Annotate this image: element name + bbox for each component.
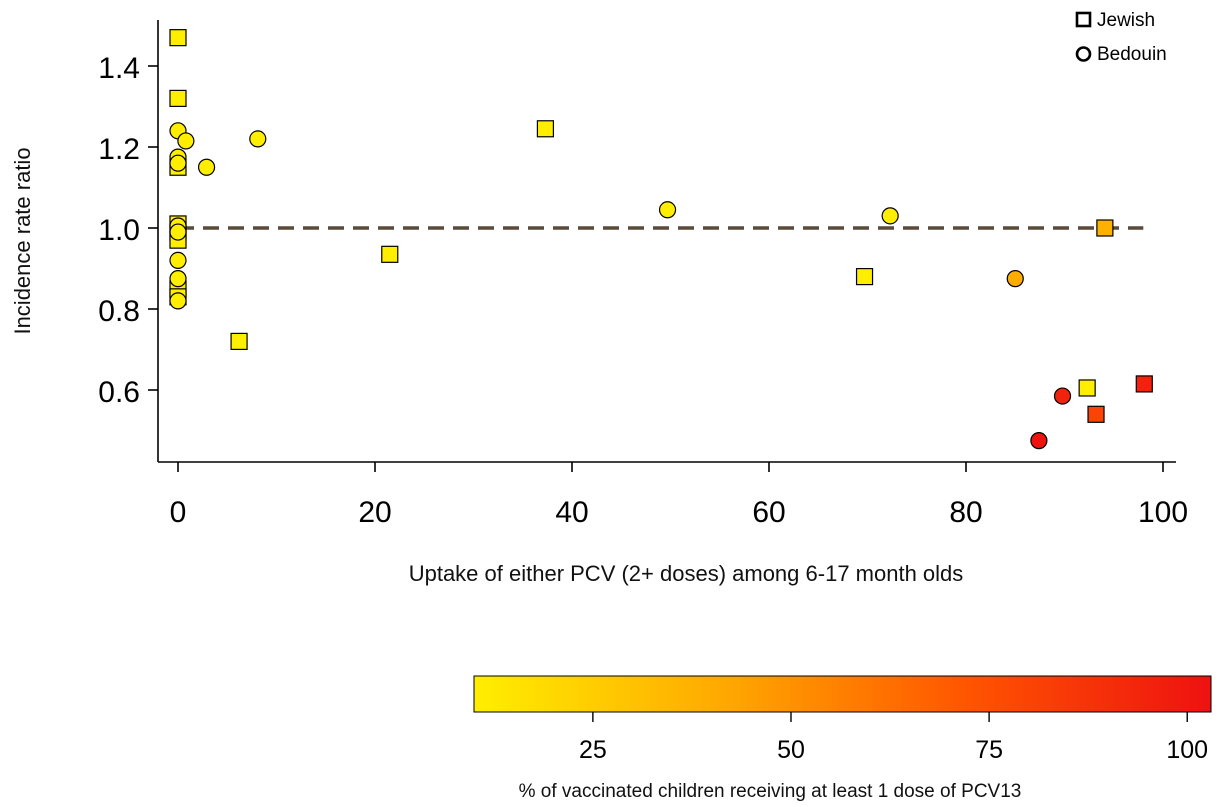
data-point-jewish [169,89,187,108]
data-point-jewish [381,245,399,263]
y-tick-label: 1.0 [98,214,140,247]
x-axis-title: Uptake of either PCV (2+ doses) among 6-… [409,561,964,586]
data-point-bedouin [249,130,267,148]
data-point-bedouin [169,223,187,241]
data-point-jewish [536,120,555,138]
colorbar-tick-label: 50 [777,736,805,764]
x-tick-label: 100 [1138,496,1188,529]
data-point-jewish [1096,219,1114,237]
colorbar-title: % of vaccinated children receiving at le… [519,781,1022,802]
data-point-bedouin [169,154,187,172]
x-tick-label: 80 [949,496,982,529]
data-point-bedouin [1053,387,1072,405]
y-axis-title: Incidence rate ratio [10,147,35,334]
colorbar-gradient [473,675,1212,713]
data-points [169,29,1153,450]
data-point-bedouin [1006,270,1024,288]
data-point-bedouin [1030,432,1048,450]
data-point-jewish [230,332,248,350]
legend-label-jewish: Jewish [1097,10,1155,31]
data-point-bedouin [169,292,187,310]
y-tick-label: 0.8 [98,295,140,328]
legend-square-marker [1075,11,1092,28]
data-point-bedouin [169,251,187,269]
legend: Jewish Bedouin [1075,10,1167,65]
x-axis-ticks: 0 20 40 60 80 100 [170,462,1188,529]
data-point-bedouin [177,132,195,150]
y-axis-ticks: 0.6 0.8 1.0 1.2 1.4 [98,52,158,409]
y-tick-label: 1.4 [98,52,140,85]
legend-circle-marker [1075,46,1092,62]
colorbar-ticks: 25 50 75 100 [579,712,1208,764]
data-point-bedouin [169,270,187,288]
colorbar-tick-label: 25 [579,736,607,764]
data-point-jewish [855,268,874,286]
data-point-jewish [1087,405,1105,423]
legend-label-bedouin: Bedouin [1097,44,1167,65]
data-point-jewish [169,29,187,47]
data-point-jewish [1135,375,1153,393]
colorbar-tick-label: 75 [975,736,1003,764]
colorbar: 25 50 75 100 % of vaccinated children recei… [473,675,1212,802]
y-tick-label: 0.6 [98,376,140,409]
data-point-bedouin [197,158,216,176]
x-tick-label: 20 [358,496,391,529]
data-point-bedouin [658,201,677,219]
x-tick-label: 0 [170,496,187,529]
data-point-bedouin [881,207,899,225]
colorbar-tick-label: 100 [1166,736,1208,764]
x-tick-label: 40 [555,496,588,529]
data-point-jewish [1078,379,1096,397]
x-tick-label: 60 [752,496,785,529]
y-tick-label: 1.2 [98,133,140,166]
